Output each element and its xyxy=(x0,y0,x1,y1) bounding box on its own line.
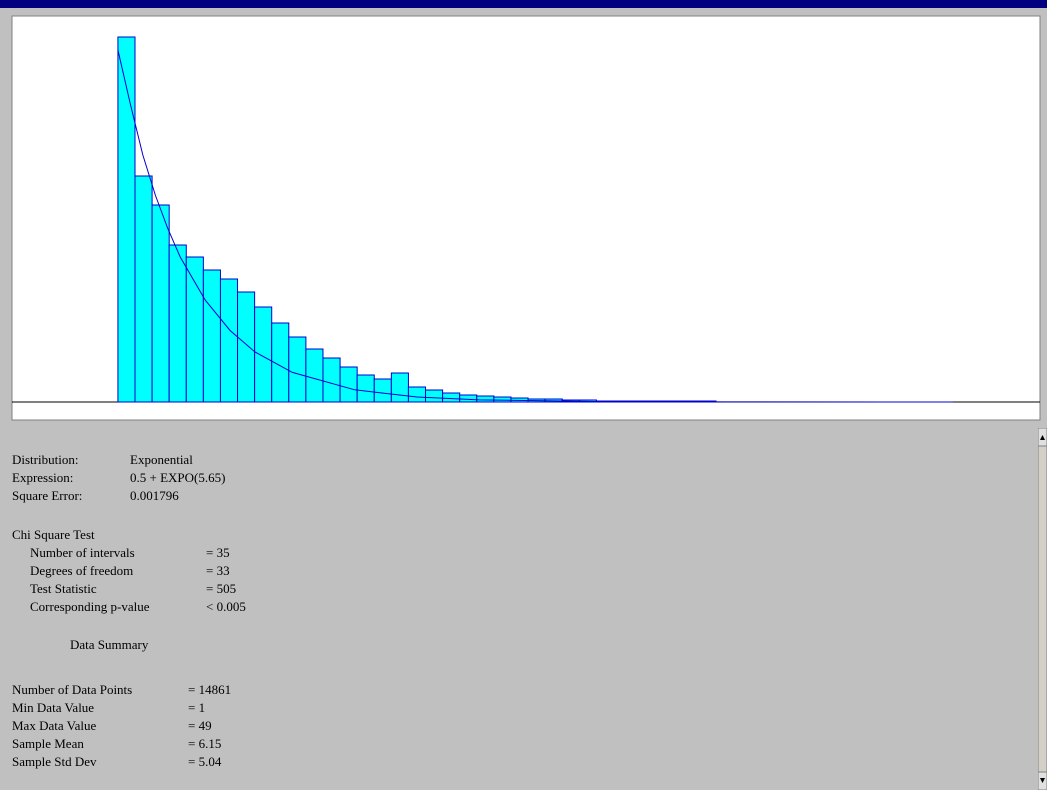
histogram-bar xyxy=(322,357,341,403)
summary-label: Min Data Value xyxy=(12,700,95,715)
chart xyxy=(0,0,1047,421)
chi-value: = 33 xyxy=(206,563,230,578)
histogram-bar xyxy=(237,291,256,403)
histogram-bar xyxy=(219,278,239,403)
section-title: Data Summary xyxy=(70,637,149,652)
histogram-bar xyxy=(305,348,324,403)
histogram-bar xyxy=(459,394,478,403)
fitted-curve xyxy=(117,49,953,403)
fit-label: Expression: xyxy=(12,470,74,485)
scrollbar[interactable] xyxy=(1038,428,1047,790)
chi-value: = 35 xyxy=(206,545,230,560)
chi-label: Degrees of freedom xyxy=(30,563,134,578)
histogram-bar xyxy=(288,336,307,403)
summary-label: Sample Std Dev xyxy=(12,754,97,769)
histogram-bar xyxy=(476,395,495,403)
histogram-bar xyxy=(254,306,273,403)
histogram-bar xyxy=(407,386,427,403)
chi-value: < 0.005 xyxy=(206,599,246,614)
fit-label: Square Error: xyxy=(12,488,83,503)
summary-value: = 1 xyxy=(188,700,206,715)
summary-value: = 14861 xyxy=(188,682,232,697)
report-panel: Distribution: Exponential Expression: 0.5 +… xyxy=(8,428,1038,790)
title-bar[interactable] xyxy=(0,0,1047,8)
fit-label: Distribution: xyxy=(12,452,79,467)
histogram-bar xyxy=(134,175,153,403)
histogram-bar xyxy=(202,269,221,403)
histogram-bar xyxy=(442,392,461,403)
histogram-bar xyxy=(425,389,444,403)
histogram-bar xyxy=(168,244,187,403)
fit-value: Exponential xyxy=(130,452,193,467)
fit-value: 0.001796 xyxy=(130,488,179,503)
histogram-bar xyxy=(390,372,409,403)
histogram-bar xyxy=(185,256,204,403)
histogram-bar xyxy=(339,366,358,403)
fit-value: 0.5 + EXPO(5.65) xyxy=(130,470,226,485)
histogram-bar xyxy=(356,374,375,403)
histogram-bar xyxy=(493,396,512,403)
histogram-bar xyxy=(117,36,136,403)
summary-value: = 49 xyxy=(188,718,212,733)
histogram-bar xyxy=(373,378,392,403)
section-title: Chi Square Test xyxy=(12,527,95,542)
summary-label: Sample Mean xyxy=(12,736,84,751)
summary-value: = 5.04 xyxy=(188,754,222,769)
chi-label: Test Statistic xyxy=(30,581,97,596)
histogram-bar xyxy=(151,204,170,403)
chi-label: Corresponding p-value xyxy=(30,599,150,614)
chi-label: Number of intervals xyxy=(30,545,135,560)
summary-label: Max Data Value xyxy=(12,718,97,733)
chi-value: = 505 xyxy=(206,581,237,596)
summary-value: = 6.15 xyxy=(188,736,222,751)
summary-label: Number of Data Points xyxy=(12,682,133,697)
